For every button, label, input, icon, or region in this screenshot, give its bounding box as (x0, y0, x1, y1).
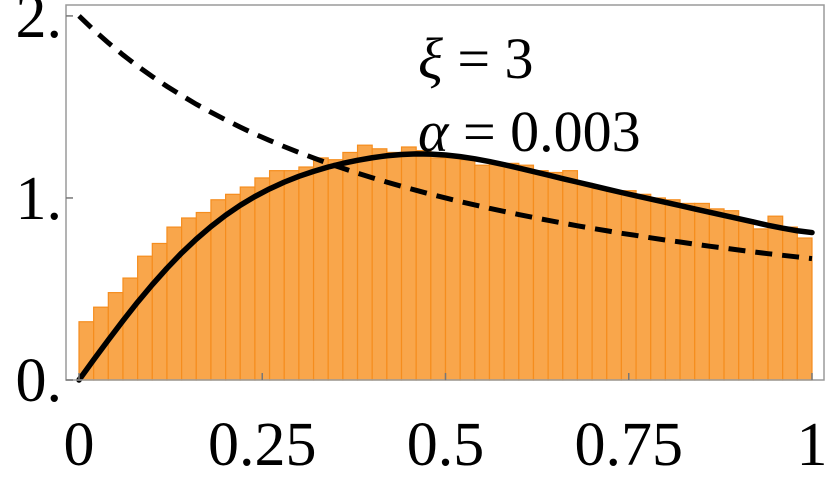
histogram-bar (312, 157, 329, 381)
histogram-bar (708, 208, 725, 381)
alpha-annotation: α = 0.003 (418, 99, 641, 164)
alpha-value: = 0.003 (448, 99, 640, 164)
x-tick-label: 0.75 (575, 411, 684, 479)
histogram-bar (459, 159, 476, 381)
histogram-bar (723, 210, 740, 381)
histogram-bar (782, 226, 798, 381)
histogram-bar (518, 164, 535, 381)
histogram-bar (239, 186, 256, 381)
xi-value: = 3 (443, 26, 534, 91)
histogram-bar (327, 159, 344, 381)
x-tick-label: 1 (797, 411, 828, 479)
histogram-bar (620, 190, 637, 381)
histogram-bar (562, 170, 579, 381)
histogram-bar (298, 166, 315, 381)
histogram-bar (474, 164, 491, 381)
histogram-bar (137, 255, 153, 381)
histogram-bars (78, 144, 813, 381)
histogram-bar (503, 162, 520, 381)
y-tick-label: 1. (16, 165, 63, 233)
x-tick-labels: 0 0.25 0.5 0.75 1 (64, 411, 828, 479)
histogram-bar (415, 150, 432, 381)
histogram-bar (606, 190, 623, 381)
y-tick-label: 2. (16, 0, 63, 51)
histogram-bar (283, 170, 300, 381)
histogram-bar (767, 215, 784, 381)
y-tick-labels: 0. 1. 2. (16, 0, 63, 415)
histogram-bar (122, 277, 139, 381)
alpha-symbol: α (418, 99, 450, 164)
axis-ticks (66, 15, 813, 381)
histogram-bar (738, 219, 754, 381)
histogram-bar (591, 188, 608, 381)
histogram-bar (225, 193, 241, 381)
histogram-bar (576, 182, 593, 381)
histogram-bar (400, 146, 417, 381)
solid-curve (76, 151, 815, 383)
histogram-bar (268, 170, 285, 381)
histogram-bar (547, 171, 564, 381)
x-tick-label: 0.5 (407, 411, 485, 479)
xi-annotation: ξ = 3 (418, 26, 534, 91)
xi-symbol: ξ (418, 26, 443, 91)
dashed-curve (77, 14, 813, 262)
histogram-bar (664, 199, 681, 381)
histogram-bar (532, 170, 549, 381)
histogram-bar (166, 226, 183, 381)
x-tick-label: 0 (64, 411, 95, 479)
histogram-bar (635, 193, 652, 381)
histogram-bar (356, 144, 373, 381)
y-tick-label: 0. (16, 347, 63, 415)
x-tick-label: 0.25 (208, 411, 317, 479)
histogram-bar (342, 151, 359, 381)
histogram-bar (679, 202, 696, 381)
histogram-bar (444, 157, 461, 381)
histogram-bar (430, 157, 447, 381)
histogram-bar (650, 197, 666, 381)
histogram-bar (488, 162, 505, 381)
histogram-bar (151, 242, 168, 381)
histogram-bar (694, 202, 710, 381)
histogram-bar (254, 177, 271, 381)
